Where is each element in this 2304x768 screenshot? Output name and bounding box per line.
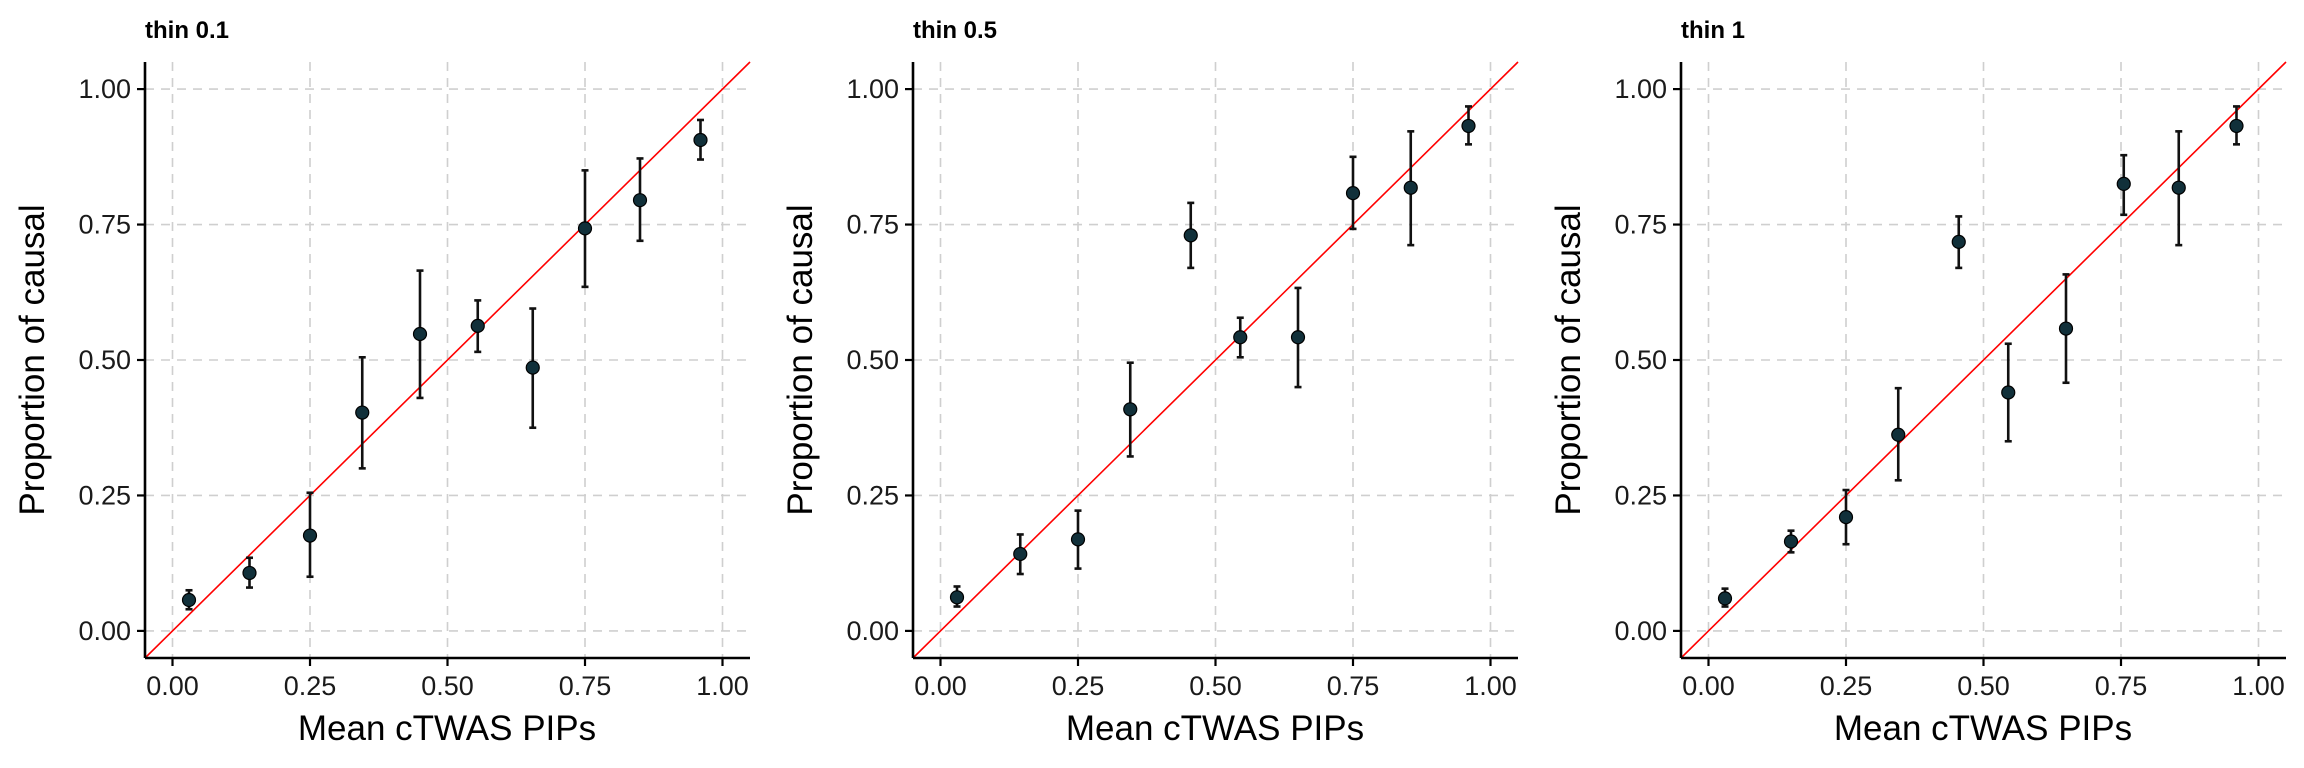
data-point [693, 132, 708, 148]
panel-title: thin 0.5 [913, 17, 997, 44]
x-tick-label: 0.50 [1957, 671, 2010, 701]
x-axis-title: Mean cTWAS PIPs [1066, 709, 1364, 748]
panel-title: thin 0.1 [145, 17, 229, 44]
data-point [1013, 546, 1028, 562]
x-tick-label: 0.25 [1820, 671, 1873, 701]
data-point [470, 318, 485, 333]
y-tick-label: 0.00 [78, 616, 131, 646]
x-tick-label: 1.00 [2232, 671, 2285, 701]
data-point [1403, 180, 1418, 195]
data-point [632, 193, 648, 208]
y-tick-label: 0.75 [78, 210, 131, 240]
y-tick-label: 1.00 [1614, 74, 1667, 104]
y-tick-label: 0.00 [1614, 616, 1667, 646]
data-point [2058, 321, 2074, 336]
data-point [2171, 180, 2186, 195]
data-point [412, 326, 428, 342]
y-tick-label: 0.75 [1614, 210, 1667, 240]
panel-thin-0-1: thin 0.1 Mean cTWAS PIPs Proportion of c… [13, 17, 751, 748]
data-point [1070, 532, 1086, 547]
plot-area: 0.00 0.25 0.50 0.75 1.00 0.00 0.25 0.50 0.75 1.00 [1614, 61, 2287, 701]
x-tick-label: 0.25 [1052, 671, 1105, 701]
y-tick-label: 0.50 [78, 345, 131, 375]
x-tick-label: 0.50 [421, 671, 474, 701]
data-point [525, 360, 540, 375]
data-point [949, 590, 965, 605]
data-point [2229, 118, 2244, 134]
data-point [181, 592, 197, 608]
x-tick-label: 0.00 [914, 671, 967, 701]
data-point [1717, 591, 1733, 606]
x-tick-label: 0.25 [284, 671, 337, 701]
plot-area: 0.00 0.25 0.50 0.75 1.00 0.00 0.25 0.50 0.75 1.00 [846, 61, 1519, 701]
y-tick-label: 1.00 [846, 74, 899, 104]
data-point [1783, 534, 1799, 549]
y-axis-title: Proportion of causal [781, 204, 820, 515]
y-axis-title: Proportion of causal [13, 204, 52, 515]
x-tick-label: 0.75 [1327, 671, 1380, 701]
y-tick-label: 0.75 [846, 210, 899, 240]
x-tick-label: 0.00 [1682, 671, 1735, 701]
plot-area: 0.00 0.25 0.50 0.75 1.00 0.00 0.25 0.50 0.75 1.00 [78, 61, 751, 701]
data-point [302, 528, 318, 543]
x-tick-label: 0.00 [146, 671, 199, 701]
y-tick-label: 0.25 [1614, 480, 1667, 510]
reference-line [1680, 61, 2287, 659]
data-point [1951, 234, 1966, 249]
x-tick-label: 0.50 [1189, 671, 1242, 701]
x-axis-title: Mean cTWAS PIPs [1834, 709, 2132, 748]
x-tick-label: 1.00 [696, 671, 749, 701]
data-point [1461, 118, 1476, 134]
y-tick-label: 0.25 [846, 480, 899, 510]
panel-thin-1: thin 1 Mean cTWAS PIPs Proportion of cau… [1549, 17, 2287, 748]
data-point [1345, 186, 1361, 201]
x-axis-title: Mean cTWAS PIPs [298, 709, 596, 748]
reference-line [912, 61, 1519, 659]
data-point [355, 405, 370, 420]
data-point [1233, 330, 1248, 345]
y-tick-label: 0.00 [846, 616, 899, 646]
data-point [1838, 510, 1854, 525]
y-tick-label: 0.50 [846, 345, 899, 375]
x-tick-label: 0.75 [559, 671, 612, 701]
x-tick-label: 1.00 [1464, 671, 1517, 701]
x-tick-label: 0.75 [2095, 671, 2148, 701]
data-point [577, 221, 593, 236]
panel-title: thin 1 [1681, 17, 1745, 44]
data-point [2116, 176, 2131, 192]
data-point [1183, 228, 1198, 243]
data-point [2001, 385, 2016, 400]
data-point [242, 565, 257, 581]
data-point [1290, 330, 1306, 345]
y-tick-label: 0.25 [78, 480, 131, 510]
data-point [1123, 402, 1138, 417]
y-tick-label: 1.00 [78, 74, 131, 104]
y-tick-label: 0.50 [1614, 345, 1667, 375]
reference-line [144, 61, 751, 659]
panel-thin-0-5: thin 0.5 Mean cTWAS PIPs Proportion of c… [781, 17, 1519, 748]
y-axis-title: Proportion of causal [1549, 204, 1588, 515]
data-point [1891, 427, 1906, 442]
